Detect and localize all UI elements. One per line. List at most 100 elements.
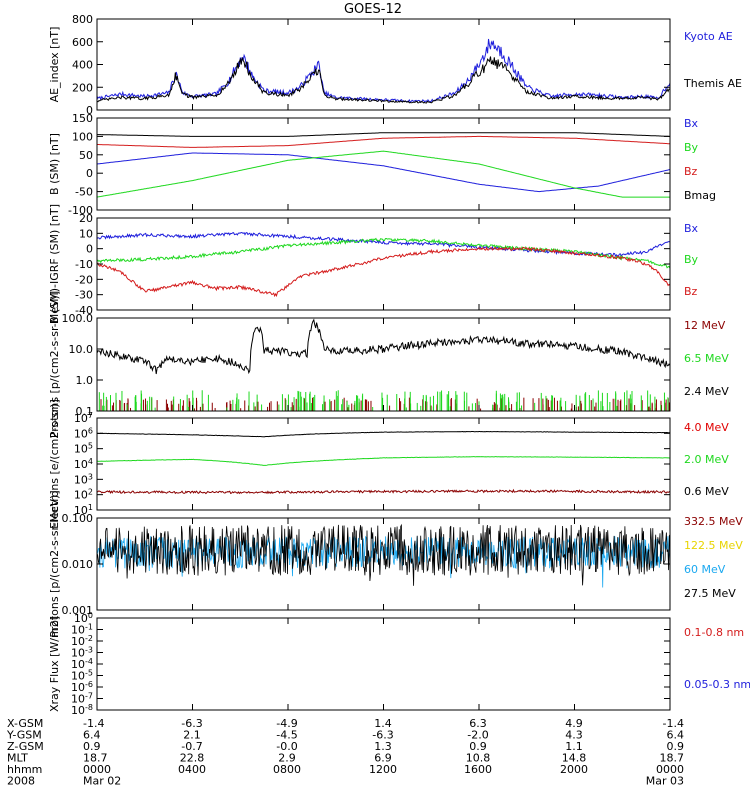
y-tick-label: -50: [75, 186, 93, 199]
y-tick-label: -100: [68, 204, 93, 217]
y-tick-label: 600: [72, 36, 93, 49]
y-tick-label: -10: [75, 258, 93, 271]
series-line: [97, 456, 670, 466]
plot-frame: [96, 18, 671, 111]
plot-frame: [96, 317, 671, 412]
y-tick-label: 50: [79, 149, 93, 162]
legend-entry: 2.0 MeV: [684, 453, 729, 466]
y-tick-label: 0.010: [62, 558, 94, 571]
ephemeris-value: -1.4: [663, 717, 684, 730]
series-line: [96, 152, 671, 193]
y-tick-label: 10-3: [71, 646, 93, 660]
ephemeris-value: -2.0: [467, 729, 488, 742]
ephemeris-value: -1.4: [83, 717, 104, 730]
y-tick-label: 10: [79, 227, 93, 240]
series-line: [97, 132, 670, 137]
ephemeris-value: 0800: [273, 763, 301, 776]
series-line: [96, 237, 671, 269]
ephemeris-value: 1600: [464, 763, 492, 776]
legend-entry: Bx: [684, 222, 699, 235]
series-line: [96, 150, 670, 198]
ephemeris-value: 0400: [178, 763, 206, 776]
series-line: [97, 135, 671, 148]
y-tick-label: -30: [75, 289, 93, 302]
ephemeris-value: 18.7: [83, 752, 108, 765]
y-tick-label: 106: [74, 426, 93, 440]
legend-entry: 27.5 MeV: [684, 587, 736, 600]
y-tick-label: 10-7: [71, 692, 93, 706]
ephemeris-value: 0.9: [83, 740, 101, 753]
y-tick-label: 105: [74, 442, 93, 456]
y-tick-label: 0.1: [76, 405, 94, 418]
ephemeris-value: 1.4: [374, 717, 392, 730]
plot-frame: [96, 117, 671, 211]
ephemeris-row-label: 2008: [7, 775, 35, 788]
ephemeris-value: 0.9: [469, 740, 487, 753]
ephemeris-value: 1200: [369, 763, 397, 776]
ephemeris-value: -4.5: [276, 729, 297, 742]
legend-entry: Kyoto AE: [684, 30, 733, 43]
ephemeris-row-label: Y-GSM: [6, 729, 42, 742]
legend-entry: Bz: [684, 165, 698, 178]
panel-1: 0 200 400 600 800 AE_index [nT] Kyoto AE Themis…: [48, 13, 742, 117]
y-axis-label: B (SM)-IGRF (SM) [nT]: [48, 204, 61, 324]
ephemeris-value: Mar 03: [646, 775, 684, 788]
series-line: [96, 246, 671, 298]
ephemeris-row-label: hhmm: [7, 763, 42, 776]
y-tick-label: 10-6: [71, 680, 93, 694]
y-axis-label: Xray Flux [W/m2]: [48, 616, 61, 712]
y-tick-label: 200: [72, 81, 93, 94]
legend-entry: 12 MeV: [684, 319, 726, 332]
y-axis-label: AE_index [nT]: [48, 27, 61, 103]
ephemeris-value: Mar 02: [83, 775, 121, 788]
y-tick-label: 10-2: [71, 634, 93, 648]
y-tick-label: 400: [72, 59, 93, 72]
ephemeris-value: 2000: [560, 763, 588, 776]
ephemeris-value: 1.3: [374, 740, 392, 753]
y-tick-label: 800: [72, 13, 93, 26]
y-tick-label: 0: [86, 104, 93, 117]
y-tick-label: 0.100: [62, 512, 94, 525]
y-tick-label: 100.0: [62, 312, 94, 325]
ephemeris-value: -0.7: [181, 740, 202, 753]
y-tick-label: 20: [79, 212, 93, 225]
y-tick-label: 100: [74, 611, 93, 625]
ephemeris-row-label: MLT: [7, 752, 28, 765]
y-tick-label: 101: [74, 503, 93, 517]
legend-entry: 0.6 MeV: [684, 485, 729, 498]
ephemeris-row-label: X-GSM: [7, 717, 43, 730]
ephemeris-value: 22.8: [180, 752, 205, 765]
y-tick-label: 10-4: [71, 657, 93, 671]
y-tick-label: 10.0: [69, 343, 94, 356]
legend-entry: 4.0 MeV: [684, 421, 729, 434]
legend-entry: Bz: [684, 285, 698, 298]
y-tick-label: 104: [74, 457, 93, 471]
legend-entry: By: [684, 253, 699, 266]
legend-entry: Bmag: [684, 189, 716, 202]
ephemeris-value: 1.1: [565, 740, 583, 753]
ephemeris-value: 2.9: [278, 752, 296, 765]
series-line: [96, 56, 670, 104]
ephemeris-value: -6.3: [372, 729, 393, 742]
legend-entry: 332.5 MeV: [684, 515, 743, 528]
ephemeris-value: 6.4: [83, 729, 101, 742]
legend-entry: 122.5 MeV: [684, 539, 743, 552]
ephemeris-value: -6.3: [181, 717, 202, 730]
panel-3: -40 -30 -20 -100 10 20 B (SM)-IGRF (SM) [nT] Bx…: [48, 204, 699, 324]
y-tick-label: 10-1: [71, 623, 93, 637]
y-tick-label: -40: [75, 304, 93, 317]
y-tick-label: 10-8: [71, 703, 93, 717]
ephemeris-value: 10.8: [466, 752, 491, 765]
y-axis-label: Protons [p/(cm2-s-sr-MeV)]: [48, 291, 61, 438]
legend-entry: 6.5 MeV: [684, 352, 729, 365]
ephemeris-value: 18.7: [660, 752, 685, 765]
y-tick-label: -20: [75, 273, 93, 286]
plot-frame: [96, 617, 671, 711]
ephemeris-value: 4.3: [565, 729, 583, 742]
y-axis-label: Electrons [e/(cm2-s-sr)]: [48, 399, 61, 529]
ephemeris-value: 6.4: [667, 729, 685, 742]
